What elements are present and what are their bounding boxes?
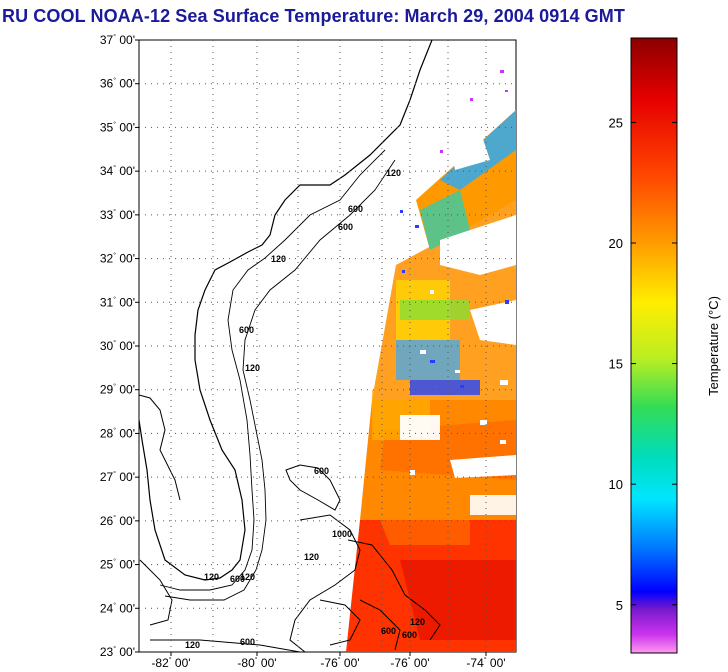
isobath-depth-label: 120 (240, 572, 255, 582)
longitude-label: -82° 00' (151, 656, 190, 670)
latitude-label: 27° 00' (100, 470, 135, 484)
isobath-depth-label: 600 (314, 466, 329, 476)
latitude-label: 30° 00' (100, 339, 135, 353)
latitude-label: 33° 00' (100, 208, 135, 222)
isobath-depth-label: 600 (338, 222, 353, 232)
isobath-depth-label: 120 (245, 363, 260, 373)
latitude-label: 36° 00' (100, 77, 135, 91)
latitude-label: 37° 00' (100, 33, 135, 47)
latitude-label: 24° 00' (100, 601, 135, 615)
longitude-labels: -82° 00' -80° 00' -76° 00' -76° 00' -74° 00' (151, 656, 505, 670)
longitude-label: -76° 00' (390, 656, 429, 670)
bahamas-islands (139, 464, 441, 652)
latitude-labels: 37° 00' 36° 00' 35° 00' 34° 00' 33° 00' 32° 0… (100, 33, 135, 659)
isobath-depth-label: 120 (271, 254, 286, 264)
colorbar-tick-label: 20 (609, 236, 623, 251)
isobath-depth-label: 120 (386, 168, 401, 178)
coastline (139, 40, 433, 581)
isobath-depth-label: 600 (381, 626, 396, 636)
colorbar-ticks: 25 20 15 10 5 (609, 115, 677, 613)
colorbar-tick-label: 25 (609, 115, 623, 130)
colorbar (630, 37, 678, 654)
latitude-label: 31° 00' (100, 295, 135, 309)
isobath-depth-label: 120 (204, 572, 219, 582)
latitude-label: 26° 00' (100, 514, 135, 528)
longitude-label: -80° 00' (237, 656, 276, 670)
sst-swath (346, 70, 516, 652)
graticule (135, 39, 516, 656)
longitude-label: -74° 00' (466, 656, 505, 670)
isobath-depth-label: 600 (239, 325, 254, 335)
latitude-label: 35° 00' (100, 120, 135, 134)
colorbar-axis-label: Temperature (°C) (706, 296, 721, 396)
map-title: RU COOL NOAA-12 Sea Surface Temperature:… (2, 6, 625, 26)
isobath-120 (159, 149, 386, 591)
isobath-depth-label: 600 (240, 637, 255, 647)
colorbar-tick-label: 10 (609, 477, 623, 492)
longitude-label: -76° 00' (320, 656, 359, 670)
isobath-depth-label: 600 (402, 630, 417, 640)
isobath-depth-label: 120 (410, 617, 425, 627)
isobath-depth-label: 1000 (332, 529, 352, 539)
isobath-depth-label: 120 (304, 552, 319, 562)
latitude-label: 32° 00' (100, 252, 135, 266)
colorbar-tick-label: 5 (616, 598, 623, 613)
latitude-label: 34° 00' (100, 164, 135, 178)
latitude-label: 25° 00' (100, 558, 135, 572)
isobath-depth-label: 600 (230, 574, 245, 584)
colorbar-tick-label: 15 (609, 357, 623, 372)
isobath-depth-label: 600 (348, 204, 363, 214)
latitude-label: 23° 00' (100, 645, 135, 659)
latitude-label: 28° 00' (100, 426, 135, 440)
latitude-label: 29° 00' (100, 383, 135, 397)
isobath-depth-label: 120 (185, 640, 200, 650)
isobath-600 (164, 159, 396, 601)
